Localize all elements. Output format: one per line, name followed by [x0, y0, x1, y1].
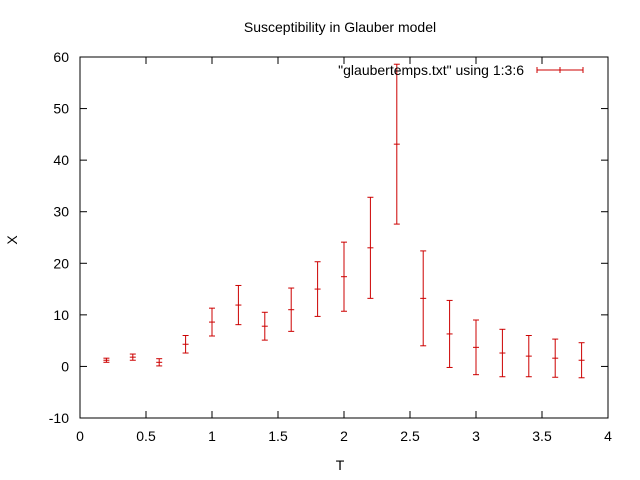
x-tick-label: 3 — [472, 428, 480, 444]
data-point — [578, 342, 585, 379]
data-point — [420, 250, 427, 347]
y-tick-label: 20 — [53, 255, 69, 271]
y-tick-label: 30 — [53, 204, 69, 220]
data-point — [103, 357, 110, 363]
data-point — [235, 284, 242, 326]
x-tick-label: 0.5 — [136, 428, 156, 444]
chart-title: Susceptibility in Glauber model — [244, 19, 436, 35]
data-point — [499, 328, 506, 378]
y-tick-label: -10 — [49, 410, 69, 426]
x-tick-label: 4 — [604, 428, 612, 444]
y-tick-label: 10 — [53, 307, 69, 323]
data-point — [393, 63, 400, 225]
legend: "glaubertemps.txt" using 1:3:6 — [338, 62, 584, 78]
data-point — [446, 299, 453, 368]
legend-entry-label: "glaubertemps.txt" using 1:3:6 — [338, 62, 524, 78]
x-tick-label: 1.5 — [268, 428, 288, 444]
tick-marks — [79, 56, 609, 419]
x-tick-label: 2.5 — [400, 428, 420, 444]
data-point — [182, 334, 189, 354]
data-point — [156, 358, 163, 367]
y-tick-label: 60 — [53, 49, 69, 65]
data-point — [209, 307, 215, 337]
data-point — [473, 319, 479, 376]
y-tick-label: 0 — [61, 358, 69, 374]
data-point — [552, 338, 559, 378]
x-tick-label: 1 — [208, 428, 216, 444]
data-point — [129, 353, 136, 361]
data-point — [341, 241, 347, 312]
x-tick-label: 3.5 — [532, 428, 552, 444]
x-tick-labels: 0 0.5 1 1.5 2 2.5 3 3.5 4 — [76, 428, 612, 444]
y-tick-label: 50 — [53, 101, 69, 117]
y-tick-labels: -10 0 10 20 30 40 50 60 — [49, 49, 69, 426]
x-tick-label: 2 — [340, 428, 348, 444]
data-point — [261, 311, 268, 341]
data-point — [525, 334, 532, 378]
data-point — [288, 287, 295, 332]
y-axis-label: X — [4, 235, 20, 245]
x-tick-label: 0 — [76, 428, 84, 444]
y-tick-label: 40 — [53, 152, 69, 168]
x-axis-label: T — [336, 457, 345, 473]
data-point — [314, 261, 321, 317]
series-errorbars — [103, 63, 585, 379]
legend-entry-sample — [536, 67, 584, 73]
data-point — [367, 196, 374, 299]
